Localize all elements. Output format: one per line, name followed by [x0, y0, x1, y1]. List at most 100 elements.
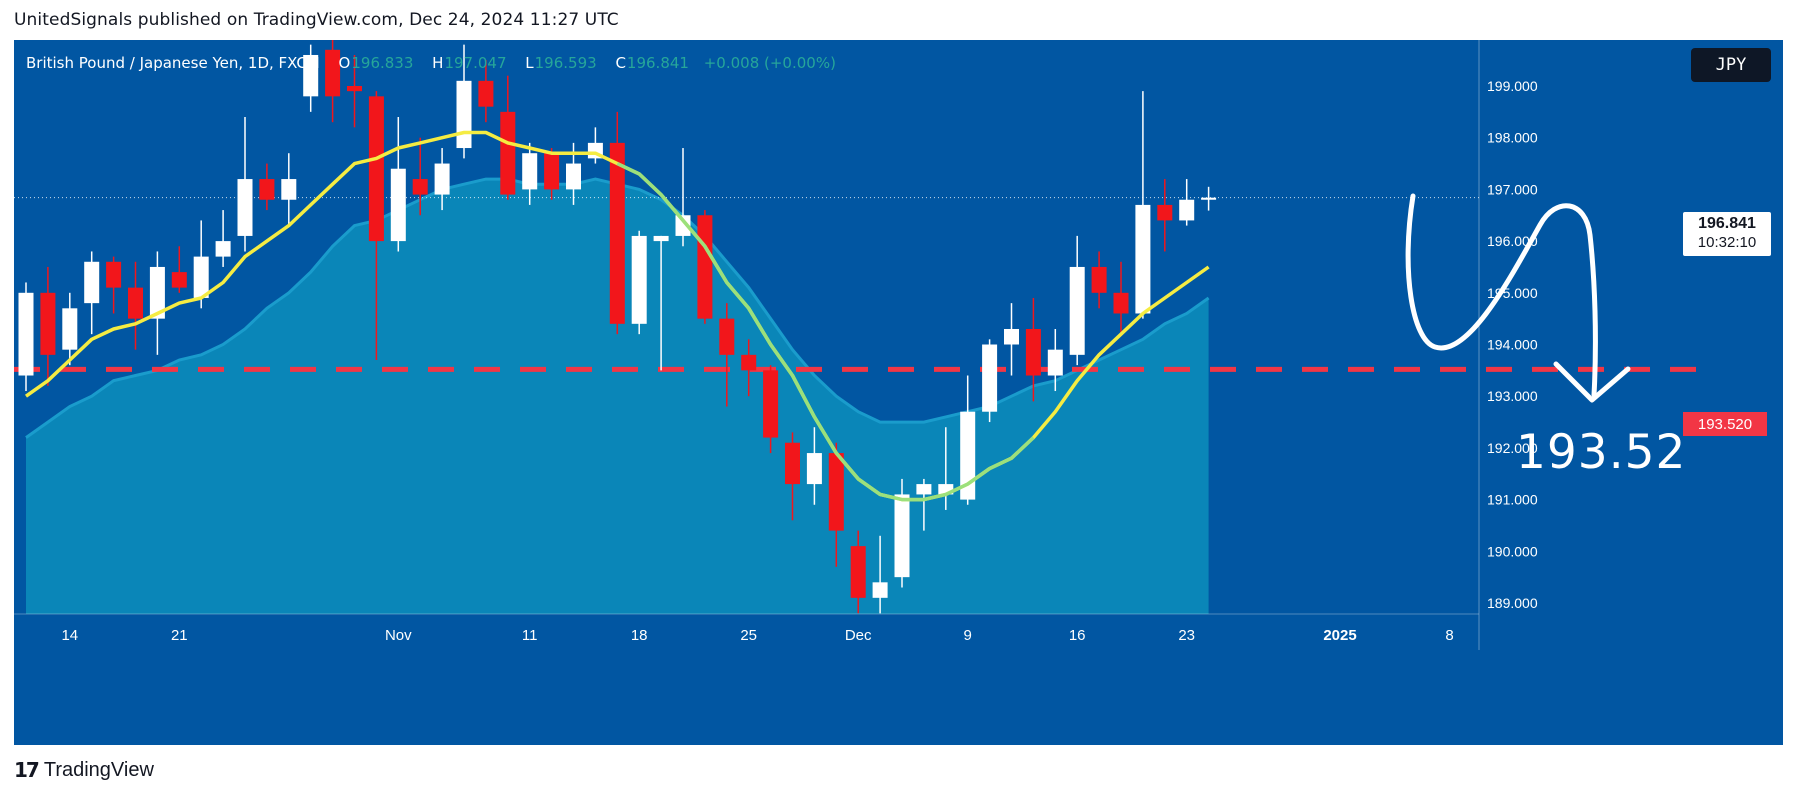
candle-up[interactable]: [982, 339, 998, 423]
candle-down[interactable]: [719, 303, 735, 407]
candle-down[interactable]: [609, 111, 625, 335]
time-tick-label: 18: [631, 627, 648, 644]
candlestick-chart[interactable]: 199.000198.000197.000196.000195.000194.0…: [14, 40, 1783, 745]
target-price-tag: 193.520: [1683, 412, 1767, 436]
time-tick-label: Nov: [385, 627, 412, 644]
candle-up[interactable]: [916, 478, 932, 531]
candle-body: [478, 80, 494, 107]
symbol-name: British Pound / Japanese Yen, 1D, FXCM: [26, 54, 320, 72]
candle-down[interactable]: [325, 40, 341, 123]
candle-up[interactable]: [1179, 179, 1195, 226]
price-tick-label: 193.000: [1487, 388, 1538, 404]
candle-up[interactable]: [18, 282, 34, 392]
arrow-head-icon: [1553, 361, 1631, 403]
candle-up[interactable]: [1135, 91, 1151, 319]
candle-body: [653, 235, 669, 242]
candle-down[interactable]: [40, 266, 56, 386]
candle-down[interactable]: [478, 60, 494, 123]
candle-up[interactable]: [303, 44, 319, 112]
candle-up[interactable]: [675, 148, 691, 247]
tradingview-logo[interactable]: 17 TradingView: [14, 758, 154, 782]
candle-up[interactable]: [653, 235, 669, 371]
candle-down[interactable]: [850, 530, 866, 614]
candle-down[interactable]: [500, 75, 516, 200]
candle-body: [522, 153, 538, 190]
candle-up[interactable]: [281, 153, 297, 226]
guide-lines-layer: [14, 197, 1697, 372]
time-tick-label: 11: [522, 627, 538, 644]
candle-body: [1004, 328, 1019, 345]
candle-down[interactable]: [785, 432, 800, 521]
brand-name: TradingView: [43, 758, 154, 781]
ma-fast-layer: [24, 130, 1210, 502]
candle-body: [719, 318, 735, 355]
time-tick-label: 16: [1069, 627, 1086, 644]
candle-body: [894, 494, 910, 578]
candle-body: [412, 179, 428, 195]
time-tick-label: 25: [740, 627, 757, 644]
currency-button[interactable]: JPY: [1691, 48, 1771, 82]
candle-body: [631, 235, 647, 324]
candle-down[interactable]: [697, 210, 713, 324]
candle-body: [763, 370, 779, 438]
projection-arrow-icon: [1405, 193, 1598, 398]
candle-up[interactable]: [806, 427, 822, 505]
price-tick-label: 194.000: [1487, 337, 1538, 353]
candle-up[interactable]: [84, 251, 100, 335]
candle-body: [325, 49, 341, 97]
logo-mark-icon: 17: [14, 758, 40, 782]
candle-body: [1025, 328, 1041, 376]
candle-up[interactable]: [390, 117, 406, 252]
candle-up[interactable]: [62, 292, 78, 366]
target-annotation-label: 193.52: [1516, 425, 1687, 480]
chart-area[interactable]: 199.000 198.000 197.000 196.000 195.000 194.0…: [14, 40, 1783, 745]
candle-up[interactable]: [522, 142, 538, 205]
candle-up[interactable]: [215, 210, 231, 267]
candle-down[interactable]: [544, 148, 560, 200]
candle-body: [40, 292, 56, 355]
candle-body: [544, 153, 560, 190]
candle-up[interactable]: [587, 127, 603, 164]
time-tick-label: 23: [1178, 627, 1195, 644]
candle-up[interactable]: [193, 220, 209, 309]
candle-down[interactable]: [828, 442, 844, 567]
candle-up[interactable]: [1047, 328, 1063, 392]
candle-down[interactable]: [1025, 297, 1041, 402]
candle-up[interactable]: [1201, 186, 1217, 211]
last-price-value: 196.841: [1698, 215, 1756, 232]
close-value: 196.841: [626, 54, 689, 72]
candle-up[interactable]: [1004, 303, 1019, 376]
candle-body: [237, 179, 253, 236]
candle-down[interactable]: [1113, 261, 1129, 335]
candle-down[interactable]: [106, 256, 122, 314]
candle-down[interactable]: [259, 163, 275, 211]
time-tick-label: 21: [171, 627, 188, 644]
candle-up[interactable]: [237, 117, 253, 252]
time-tick-label: 9: [964, 627, 972, 644]
candle-down[interactable]: [171, 246, 187, 293]
candle-down[interactable]: [1157, 179, 1173, 252]
low-value: 196.593: [534, 54, 597, 72]
change-value: +0.008 (+0.00%): [703, 54, 836, 72]
candle-up[interactable]: [894, 478, 910, 588]
candle-down[interactable]: [368, 91, 384, 361]
candle-up[interactable]: [434, 148, 450, 211]
candle-up[interactable]: [872, 535, 888, 614]
candle-up[interactable]: [149, 251, 165, 355]
candle-down[interactable]: [347, 54, 362, 128]
candle-down[interactable]: [128, 261, 143, 350]
high-label: H: [432, 54, 444, 72]
candle-body: [566, 163, 581, 190]
candle-up[interactable]: [1069, 235, 1085, 366]
price-tick-label: 196.000: [1487, 233, 1538, 249]
candle-body: [609, 142, 625, 324]
candle-body: [1047, 349, 1063, 376]
candle-down[interactable]: [412, 137, 428, 216]
candle-body: [697, 215, 713, 319]
ma-band-area: [26, 179, 1209, 614]
candle-down[interactable]: [741, 339, 757, 397]
candle-down[interactable]: [763, 365, 779, 454]
candle-down[interactable]: [1091, 251, 1107, 309]
candle-up[interactable]: [631, 230, 647, 335]
candles-layer: [18, 40, 1217, 614]
